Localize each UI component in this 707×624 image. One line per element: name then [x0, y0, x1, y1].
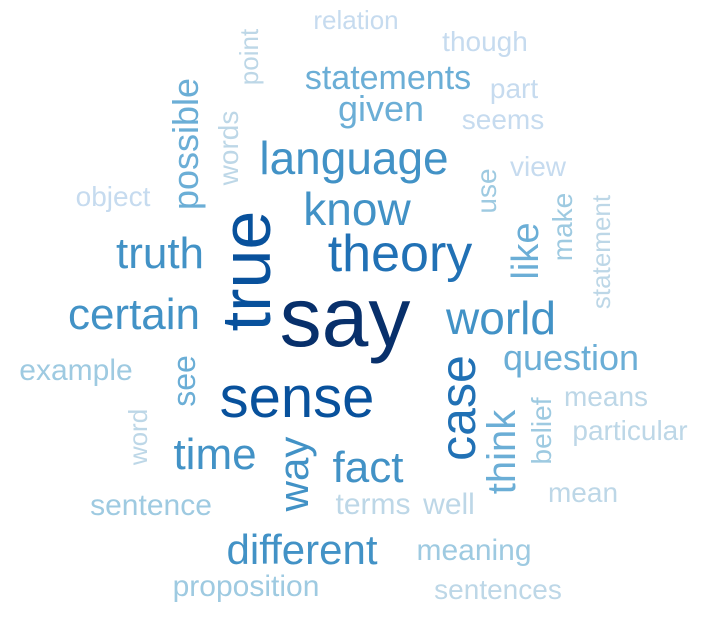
word-well: well [423, 488, 475, 521]
word-like: like [505, 222, 547, 280]
word-possible: possible [165, 77, 206, 211]
word-sense: sense [219, 365, 375, 430]
word-way: way [270, 436, 317, 512]
word-sentence: sentence [90, 489, 212, 522]
word-words: words [213, 110, 244, 186]
word-make: make [547, 192, 578, 262]
word-case: case [430, 355, 486, 461]
word-time: time [173, 430, 257, 479]
word-think: think [480, 409, 524, 495]
word-meaning: meaning [416, 534, 532, 567]
word-language: language [259, 132, 449, 184]
word-point: point [234, 28, 264, 86]
word-proposition: proposition [172, 570, 320, 603]
word-theory: theory [327, 225, 473, 283]
word-certain: certain [67, 290, 201, 339]
word-word: word [123, 408, 153, 466]
word-given: given [337, 88, 425, 129]
word-means: means [563, 381, 649, 412]
word-know: know [303, 183, 411, 235]
word-different: different [226, 526, 378, 573]
word-mean: mean [547, 477, 619, 508]
word-particular: particular [572, 415, 688, 446]
word-belief: belief [526, 397, 557, 465]
word-relation: relation [313, 5, 399, 35]
word-world: world [446, 292, 556, 344]
word-though: though [442, 26, 528, 57]
word-part: part [489, 73, 539, 104]
word-fact: fact [332, 443, 404, 492]
word-terms: terms [335, 488, 411, 521]
word-example: example [19, 354, 133, 387]
word-seems: seems [461, 104, 545, 135]
word-sentences: sentences [434, 574, 562, 605]
word-object: object [75, 181, 151, 212]
word-see: see [166, 355, 202, 407]
word-use: use [471, 168, 502, 214]
word-say: say [279, 270, 411, 364]
word-question: question [502, 337, 640, 378]
word-true: true [207, 210, 285, 332]
word-statements: statements [304, 59, 472, 97]
word-statement: statement [586, 194, 616, 310]
word-truth: truth [115, 229, 205, 278]
word-view: view [509, 151, 567, 182]
